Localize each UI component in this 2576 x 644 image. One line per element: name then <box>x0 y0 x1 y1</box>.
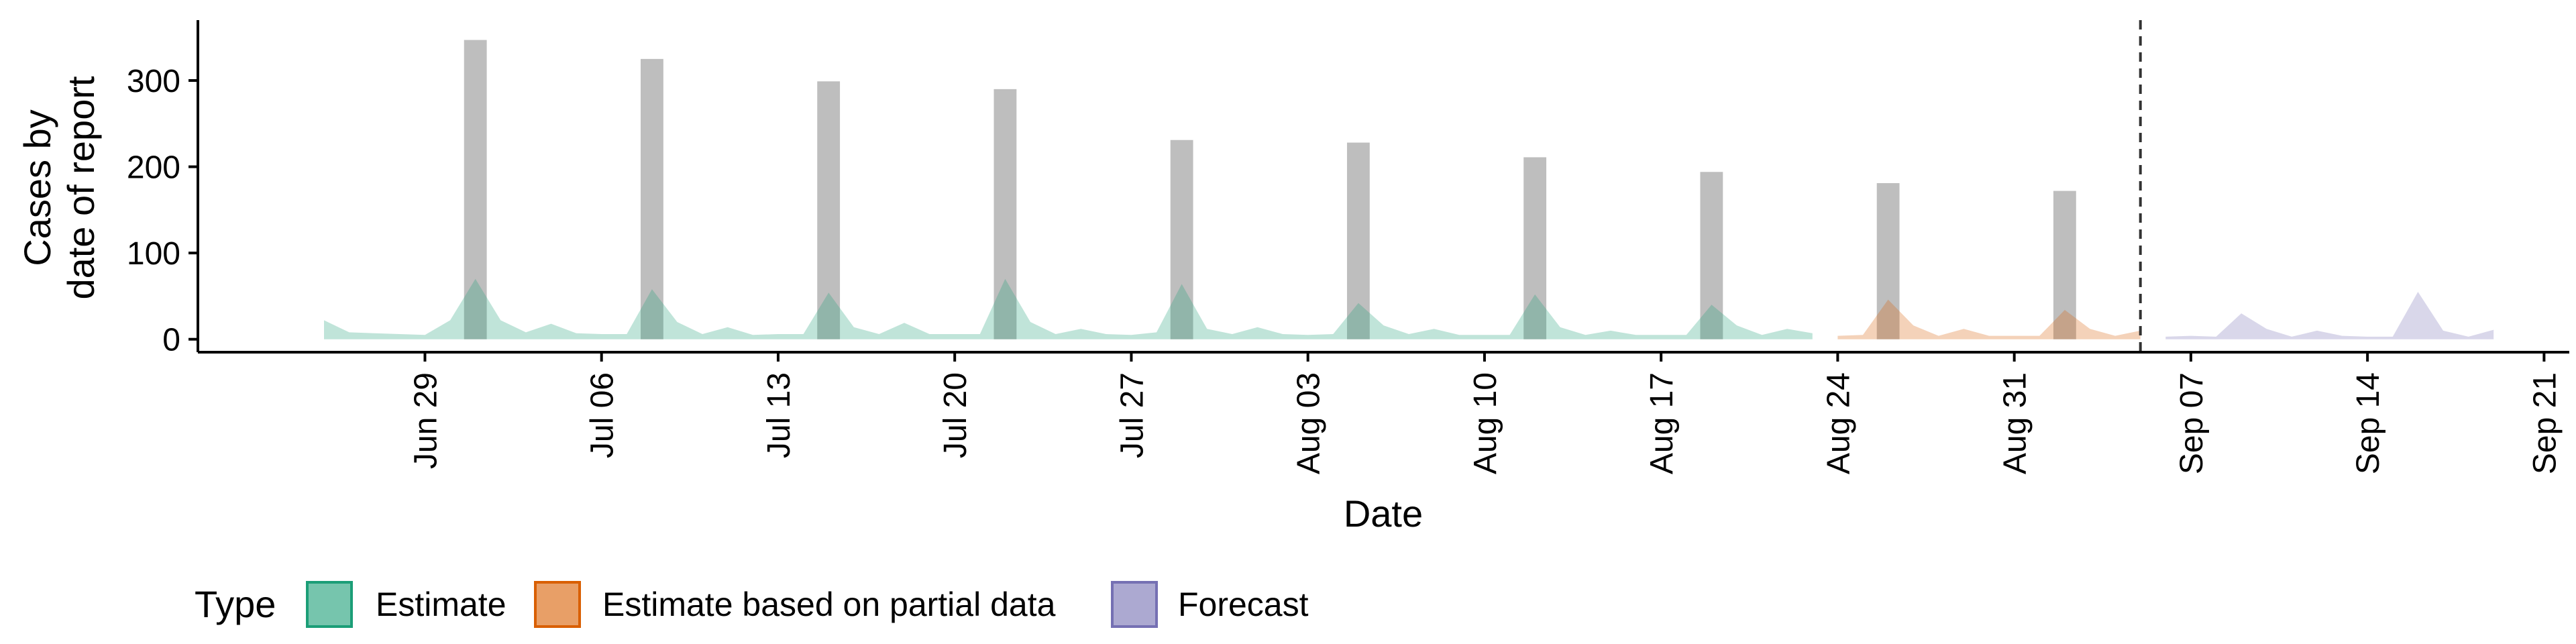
x-tick-label: Sep 14 <box>2351 372 2386 474</box>
x-tick-label: Aug 31 <box>1998 372 2033 474</box>
y-tick-label: 0 <box>162 323 180 358</box>
x-tick-label: Jul 06 <box>585 372 621 458</box>
legend-label-partial: Estimate based on partial data <box>602 586 1056 623</box>
series-ribbon-estimate-based-on-partial-data <box>1837 299 2141 339</box>
report-bar <box>994 89 1017 339</box>
legend-title: Type <box>195 583 276 625</box>
report-bar <box>2053 191 2076 339</box>
legend-label-forecast: Forecast <box>1178 586 1309 623</box>
x-tick-label: Jul 20 <box>938 372 973 458</box>
legend-swatch-forecast <box>1111 581 1158 628</box>
y-tick-label: 300 <box>127 64 180 99</box>
x-tick-label: Jul 27 <box>1114 372 1150 458</box>
y-tick-label: 200 <box>127 150 180 186</box>
bars-layer <box>464 40 2076 339</box>
legend: Type Estimate Estimate based on partial … <box>195 581 1309 628</box>
x-tick-label: Jun 29 <box>408 372 443 469</box>
legend-swatch-partial <box>534 581 581 628</box>
series-ribbon-forecast <box>2165 292 2494 339</box>
x-tick-label: Jul 13 <box>761 372 797 458</box>
y-tick-label: 100 <box>127 236 180 272</box>
y-axis-label-line-1: Cases by <box>16 109 58 266</box>
report-bar <box>1876 183 1900 339</box>
x-tick-label: Sep 07 <box>2174 372 2210 474</box>
x-tick-label: Aug 17 <box>1644 372 1680 474</box>
x-tick-label: Aug 03 <box>1291 372 1327 474</box>
report-bar <box>1170 140 1193 339</box>
y-axis-label-line-2: date of report <box>60 76 102 300</box>
report-bar <box>1346 142 1370 339</box>
x-tick-label: Aug 10 <box>1468 372 1503 474</box>
x-axis-label: Date <box>1344 492 1423 535</box>
x-tick-label: Sep 21 <box>2527 372 2563 474</box>
series-layer <box>324 278 2494 339</box>
report-bar <box>817 81 841 339</box>
y-ticks: 0 100 200 300 <box>127 64 198 358</box>
series-ribbon-estimate <box>324 278 1813 339</box>
report-bar <box>1523 157 1547 339</box>
report-bar <box>640 58 663 339</box>
legend-label-estimate: Estimate <box>376 586 506 623</box>
legend-swatch-estimate <box>306 581 353 628</box>
x-tick-label: Aug 24 <box>1821 372 1856 474</box>
x-ticks: Jun 29 Jul 06 Jul 13 Jul 20 Jul 27 Aug 03 Aug … <box>408 352 2563 474</box>
report-bar <box>1700 172 1723 339</box>
report-bar <box>464 40 487 339</box>
